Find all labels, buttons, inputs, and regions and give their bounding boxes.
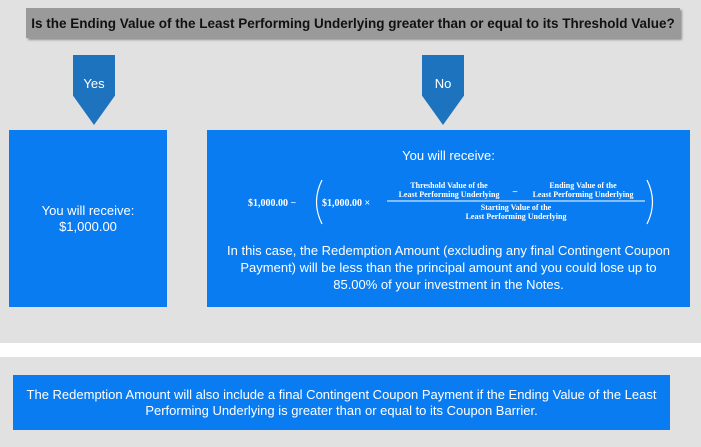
no-outcome-box: You will receive: $1,000.00 − $1,000.00 … xyxy=(207,130,690,307)
yes-receive-label: You will receive: xyxy=(41,202,135,218)
formula-svg: $1,000.00 − $1,000.00 × Threshold Value … xyxy=(248,179,654,225)
numerator-minus: − xyxy=(512,187,518,198)
coupon-note-text: The Redemption Amount will also include … xyxy=(26,386,657,418)
question-text: Is the Ending Value of the Least Perform… xyxy=(31,15,675,31)
loss-explanation: In this case, the Redemption Amount (exc… xyxy=(227,243,670,292)
redemption-formula: $1,000.00 − $1,000.00 × Threshold Value … xyxy=(207,176,690,228)
ending-line-2: Least Performing Underlying xyxy=(533,190,634,199)
coupon-note-box: The Redemption Amount will also include … xyxy=(13,375,670,430)
no-receive-label: You will receive: xyxy=(402,148,495,163)
threshold-line-1: Threshold Value of the xyxy=(410,181,488,190)
threshold-line-2: Least Performing Underlying xyxy=(399,190,500,199)
formula-principal: $1,000.00 − xyxy=(248,198,297,209)
yes-receive-amount: $1,000.00 xyxy=(59,218,117,234)
formula-inner-principal: $1,000.00 × xyxy=(322,198,370,209)
starting-line-2: Least Performing Underlying xyxy=(466,212,567,221)
no-label: No xyxy=(434,76,452,91)
ending-line-1: Ending Value of the xyxy=(549,181,617,190)
yes-label: Yes xyxy=(83,76,105,91)
question-banner: Is the Ending Value of the Least Perform… xyxy=(26,8,680,38)
right-paren xyxy=(646,179,654,225)
yes-outcome-box: You will receive: $1,000.00 xyxy=(9,130,167,307)
starting-line-1: Starting Value of the xyxy=(481,203,552,212)
left-paren xyxy=(315,179,323,225)
